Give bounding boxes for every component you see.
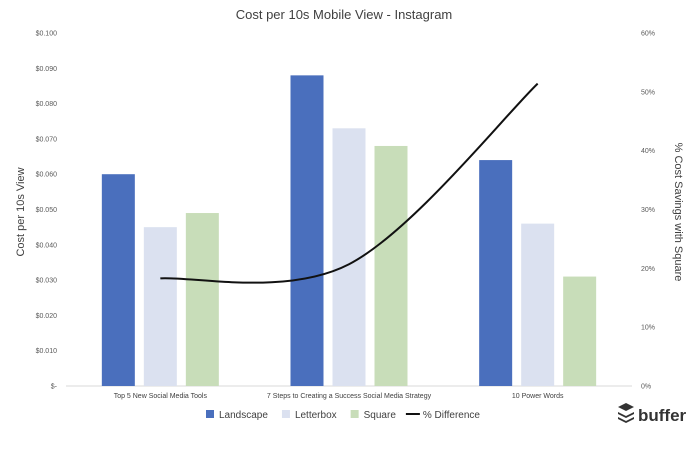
legend-swatch (281, 410, 290, 418)
y-tick-label: $- (51, 384, 58, 391)
y2-tick-label: 60% (641, 31, 655, 38)
y2-tick-label: 30% (641, 207, 655, 214)
legend-swatch (350, 410, 359, 418)
bar-square (563, 276, 597, 386)
series-line-difference (160, 82, 539, 284)
legend: Landscape Letterbox Square % Difference (206, 410, 480, 421)
category-labels: Top 5 New Social Media Tools 7 Steps to C… (114, 393, 564, 400)
y-tick-label: $0.080 (36, 101, 58, 108)
y2-tick-label: 40% (641, 148, 655, 155)
bar-square (185, 213, 219, 386)
bar-landscape (101, 174, 135, 386)
y-tick-label: $0.060 (36, 172, 58, 179)
bar-landscape (290, 75, 324, 387)
y-tick-label: $0.010 (36, 348, 58, 355)
legend-label: Square (364, 410, 397, 421)
y-tick-label: $0.020 (36, 313, 58, 320)
legend-label: % Difference (423, 410, 481, 421)
legend-item: Square (350, 410, 397, 421)
bar-landscape (479, 160, 513, 386)
y2-tick-label: 0% (641, 384, 651, 391)
legend-label: Landscape (219, 410, 268, 421)
buffer-stack-icon (618, 403, 634, 423)
y-tick-label: $0.100 (36, 31, 58, 38)
bars-group (101, 75, 597, 387)
legend-label: Letterbox (295, 410, 337, 421)
y2-tick-label: 10% (641, 325, 655, 332)
category-label: 7 Steps to Creating a Success Social Med… (267, 393, 432, 400)
y2-tick-label: 50% (641, 89, 655, 96)
y-axis-title: Cost per 10s View (15, 167, 27, 256)
y2-axis-title: % Cost Savings with Square (672, 143, 684, 282)
brand-name: buffer (638, 406, 687, 425)
right-axis-ticks: 0% 10% 20% 30% 40% 50% 60% (641, 31, 655, 391)
bar-letterbox (143, 227, 177, 386)
y-tick-label: $0.070 (36, 136, 58, 143)
y2-tick-label: 20% (641, 266, 655, 273)
bar-letterbox (521, 223, 555, 386)
y-tick-label: $0.030 (36, 278, 58, 285)
category-label: Top 5 New Social Media Tools (114, 393, 208, 400)
bar-square (374, 145, 408, 386)
brand-logo: buffer (618, 403, 687, 425)
y-tick-label: $0.050 (36, 207, 58, 214)
legend-swatch (206, 410, 214, 418)
chart-title: Cost per 10s Mobile View - Instagram (236, 7, 453, 22)
legend-item: Landscape (206, 410, 268, 421)
legend-item: % Difference (405, 410, 481, 421)
category-label: 10 Power Words (512, 393, 564, 400)
legend-item: Letterbox (281, 410, 337, 421)
y-tick-label: $0.040 (36, 242, 58, 249)
left-axis-ticks: $- $0.010 $0.020 $0.030 $0.040 $0.050 $0.060 $0… (36, 31, 58, 391)
y-tick-label: $0.090 (36, 66, 58, 73)
